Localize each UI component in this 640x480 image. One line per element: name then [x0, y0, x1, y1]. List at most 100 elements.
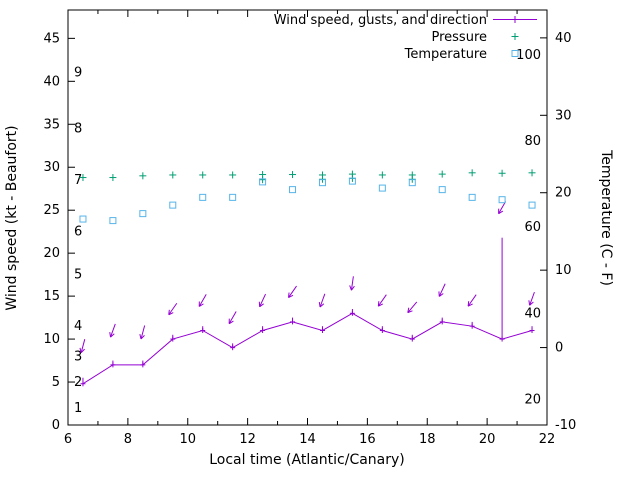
y-left-tick-label: 30 [43, 160, 60, 175]
wind-direction-arrowhead [438, 293, 444, 297]
wind-direction-arrowhead [288, 294, 294, 299]
temperature-point [229, 193, 237, 201]
fahrenheit-scale-label: 80 [524, 134, 541, 149]
y-right-tick-label: -10 [555, 418, 576, 433]
wind-direction-arrowhead [168, 312, 174, 316]
wind-direction-arrowhead [288, 292, 290, 298]
temperature-point [528, 201, 536, 209]
wind-direction-arrowhead [498, 210, 504, 215]
fahrenheit-scale-label: 60 [524, 220, 541, 235]
y-left-tick-label: 25 [43, 203, 60, 218]
wind-direction-arrowhead [349, 285, 352, 291]
y-right-tick-label: 10 [555, 263, 572, 278]
beaufort-scale-label: 5 [74, 268, 82, 283]
wind-direction-arrowhead [529, 301, 534, 306]
wind-direction-arrow [259, 293, 267, 307]
wind-direction-arrowhead [378, 303, 384, 307]
wind-direction-arrow [498, 201, 507, 214]
beaufort-scale-label: 2 [74, 375, 82, 390]
y-left-tick-label: 0 [52, 418, 60, 433]
x-tick-label: 14 [299, 432, 316, 447]
wind-direction-arrowhead [407, 310, 413, 314]
temperature-point [169, 201, 177, 209]
temperature-point [408, 179, 416, 187]
y-right-tick-label: 30 [555, 108, 572, 123]
y-right-tick-label: 20 [555, 186, 572, 201]
legend-label: Wind speed, gusts, and direction [274, 13, 487, 28]
temperature-point [259, 178, 267, 186]
wind-direction-arrow [467, 294, 477, 307]
x-tick-label: 16 [359, 432, 376, 447]
wind-direction-arrow [350, 276, 354, 291]
temperature-point [79, 215, 87, 223]
beaufort-scale-label: 9 [74, 66, 82, 81]
fahrenheit-scale-label: 20 [524, 392, 541, 407]
y-left-axis-label: Wind speed (kt - Beaufort) [4, 125, 20, 310]
x-tick-label: 22 [539, 432, 556, 447]
wind-direction-arrowhead [319, 303, 325, 308]
temperature-point [289, 186, 297, 194]
plot-border [67, 9, 548, 426]
y-right-axis-label: Temperature (C - F) [598, 149, 614, 286]
wind-direction-arrowhead [139, 333, 142, 340]
wind-direction-arrowhead [407, 307, 410, 313]
wind-direction-arrowhead [168, 309, 170, 315]
beaufort-scale-label: 1 [74, 401, 82, 416]
wind-direction-arrowhead [467, 303, 473, 307]
wind-direction-arrowhead [318, 301, 321, 308]
wind-direction-arrowhead [377, 301, 380, 307]
temperature-point [318, 179, 326, 187]
x-tick-label: 18 [419, 432, 436, 447]
beaufort-scale-label: 4 [74, 319, 82, 334]
y-left-tick-label: 10 [43, 332, 60, 347]
wind-direction-arrow [228, 311, 237, 324]
wind-direction-arrow [80, 339, 86, 353]
temperature-point [199, 193, 207, 201]
wind-speed-line [82, 312, 533, 385]
y-left-tick-label: 40 [43, 74, 60, 89]
temperature-point [378, 184, 386, 192]
wind-direction-arrowhead [79, 347, 82, 353]
legend-temperature-marker [511, 50, 519, 57]
x-tick-label: 12 [239, 432, 256, 447]
wind-direction-arrow [438, 283, 446, 297]
beaufort-scale-label: 8 [74, 122, 82, 137]
wind-direction-arrowhead [110, 333, 115, 338]
wind-direction-arrow [288, 285, 297, 298]
temperature-point [468, 193, 476, 201]
y-left-tick-label: 5 [52, 375, 60, 390]
temperature-point [348, 177, 356, 185]
legend-label: Temperature [404, 47, 487, 62]
wind-direction-arrow [319, 293, 326, 308]
y-right-tick-label: 0 [555, 341, 563, 356]
wind-direction-arrow [377, 294, 387, 307]
wind-direction-arrowhead [259, 303, 264, 308]
legend-label: Pressure [431, 30, 487, 45]
y-left-tick-label: 45 [43, 31, 60, 46]
fahrenheit-scale-label: 100 [516, 48, 541, 63]
wind-direction-arrowhead [198, 303, 204, 307]
wind-direction-arrow [110, 323, 116, 338]
wind-direction-arrowhead [351, 285, 355, 291]
beaufort-scale-label: 3 [74, 349, 82, 364]
beaufort-scale-label: 7 [74, 173, 82, 188]
wind-direction-arrowhead [109, 332, 112, 338]
y-left-tick-label: 20 [43, 246, 60, 261]
y-left-tick-label: 15 [43, 289, 60, 304]
y-left-tick-label: 35 [43, 117, 60, 132]
wind-direction-arrowhead [528, 300, 531, 306]
fahrenheit-scale-label: 40 [524, 307, 541, 322]
temperature-point [109, 217, 117, 225]
wind-direction-arrowhead [140, 335, 145, 340]
y-right-tick-label: 40 [555, 31, 572, 46]
temperature-point [498, 196, 506, 204]
x-tick-label: 20 [479, 432, 496, 447]
wind-direction-arrow [407, 301, 418, 313]
temperature-point [139, 210, 147, 218]
x-tick-label: 6 [64, 432, 72, 447]
wind-direction-arrow [529, 291, 535, 306]
wind-direction-arrowhead [467, 301, 470, 307]
x-tick-label: 8 [124, 432, 132, 447]
